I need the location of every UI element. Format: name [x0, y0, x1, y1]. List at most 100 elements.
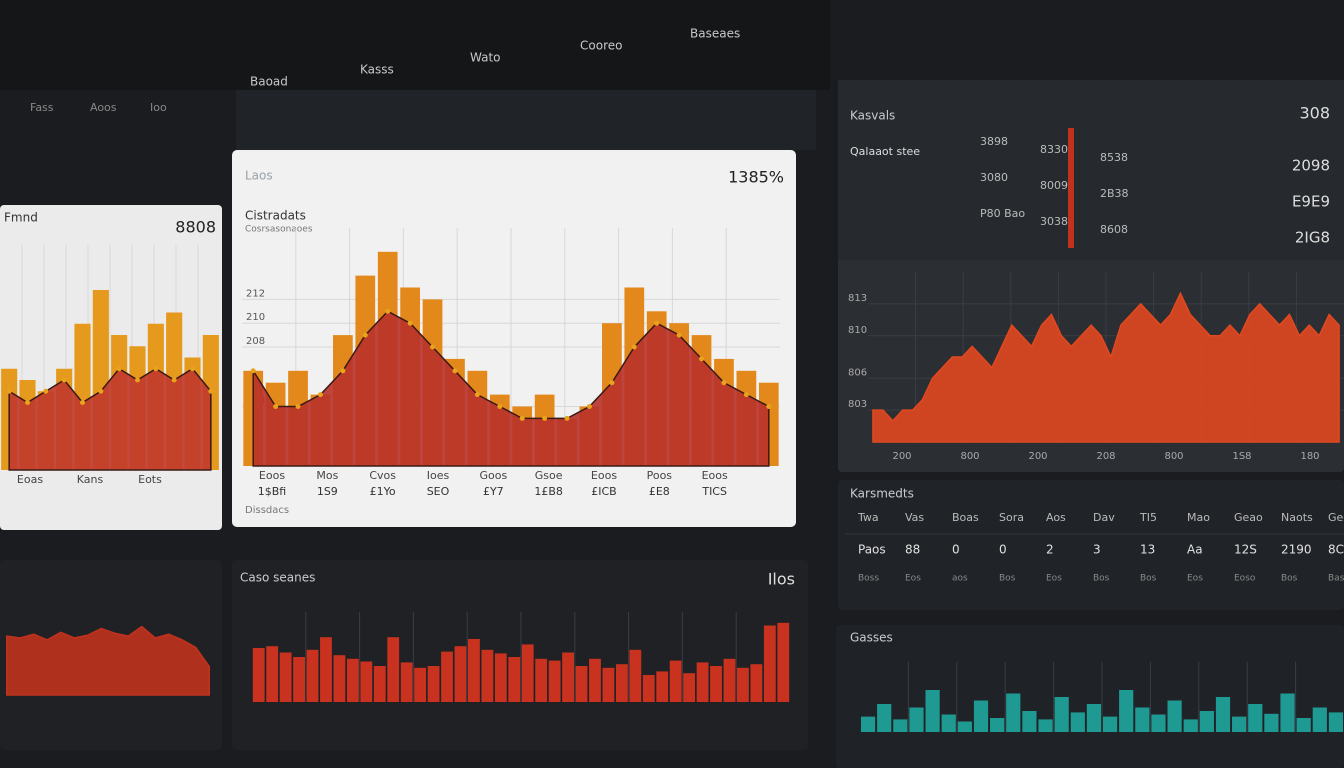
bottom-panel: [232, 560, 808, 750]
point: [61, 377, 67, 383]
axis-label: Kans: [77, 473, 104, 486]
table-cell: Bos: [1093, 574, 1110, 584]
chart-title: Gasses: [850, 631, 893, 645]
nav-item: Fass: [30, 101, 54, 114]
bar: [414, 667, 427, 702]
y-tick-label: 806: [848, 367, 867, 378]
axis-label: £ICB: [591, 485, 616, 498]
info-value: 2098: [1292, 157, 1330, 175]
bar: [615, 664, 628, 702]
point: [80, 400, 85, 405]
chart-subtitle: Cosrsasonaoes: [245, 225, 313, 235]
bar: [468, 639, 480, 702]
bar: [642, 675, 655, 702]
bar: [373, 666, 386, 702]
info-value: P80 Bao: [980, 207, 1025, 220]
bar: [320, 637, 332, 702]
chart-title: Caso seanes: [240, 571, 315, 585]
point: [676, 332, 682, 338]
bar: [1167, 700, 1182, 732]
table-header: Dav: [1093, 511, 1115, 524]
bar: [710, 666, 722, 702]
point: [519, 415, 525, 421]
bar: [508, 657, 521, 702]
table-cell: 0: [952, 543, 960, 557]
info-value: 8330: [1040, 143, 1068, 156]
nav-item: Cooreo: [580, 39, 622, 53]
info-value: 2B38: [1100, 187, 1129, 200]
chart-title: Cistradats: [245, 209, 306, 223]
point: [171, 377, 177, 383]
axis-label: Cvos: [369, 469, 396, 482]
bar: [333, 655, 346, 702]
point: [43, 388, 49, 394]
bar: [669, 660, 682, 702]
point: [564, 415, 570, 421]
bar: [252, 648, 265, 702]
y-tick-label: 210: [246, 312, 265, 323]
x-label: 200: [892, 451, 911, 462]
table-header: Sora: [999, 511, 1024, 524]
bar: [535, 658, 548, 702]
point: [542, 415, 548, 421]
bottom-right-panel: [836, 625, 1344, 768]
point: [340, 368, 346, 374]
bar: [293, 657, 305, 702]
table-cell: Aa: [1187, 543, 1203, 557]
axis-label: Mos: [316, 469, 338, 482]
axis-label: £E8: [649, 485, 670, 498]
x-label: 800: [1164, 451, 1183, 462]
bar: [656, 671, 669, 702]
point: [362, 332, 368, 338]
y-tick-label: 813: [848, 293, 867, 304]
point: [721, 380, 727, 386]
axis-label: 1$Bfi: [258, 485, 286, 498]
info-value: 2IG8: [1295, 229, 1330, 247]
info-value: 8009: [1040, 179, 1068, 192]
chart-title: Kasvals: [850, 109, 895, 123]
point: [116, 366, 122, 372]
table-cell: aos: [952, 574, 968, 584]
bar: [562, 652, 574, 702]
axis-label: SEO: [427, 485, 450, 498]
point: [385, 308, 391, 314]
axis-label: Eoos: [591, 469, 617, 482]
axis-label: 1£B8: [534, 485, 563, 498]
table-header: Aos: [1046, 511, 1066, 524]
bar: [893, 719, 908, 732]
bar: [737, 667, 749, 702]
point: [6, 388, 12, 394]
axis-label: Eoos: [702, 469, 728, 482]
table-cell: 88: [905, 543, 920, 557]
bar: [1296, 718, 1311, 732]
bar: [400, 662, 413, 702]
table-cell: 2190: [1281, 543, 1312, 557]
table-title: Karsmedts: [850, 487, 914, 501]
bar: [521, 644, 534, 702]
bar: [973, 700, 989, 732]
table-header: Twa: [857, 511, 879, 524]
point: [766, 404, 772, 409]
accent-bar: [1068, 128, 1074, 248]
table-header: Vas: [905, 511, 924, 524]
table-cell: Eoso: [1234, 574, 1256, 584]
axis-label: Poos: [647, 469, 673, 482]
bar: [1215, 697, 1231, 732]
area: [872, 291, 1340, 443]
bar: [494, 653, 507, 702]
bar: [629, 649, 642, 702]
point: [452, 368, 458, 374]
table-cell: Bas: [1328, 574, 1344, 584]
point: [317, 392, 323, 398]
point: [208, 388, 214, 394]
point: [295, 404, 301, 409]
nav-item: Aoos: [90, 101, 117, 114]
table-header: Mao: [1187, 511, 1210, 524]
point: [407, 320, 413, 326]
point: [654, 320, 660, 326]
bar: [763, 625, 776, 702]
headline-value: 1385%: [728, 168, 784, 187]
axis-label: Gsoe: [535, 469, 563, 482]
bar: [360, 661, 373, 702]
